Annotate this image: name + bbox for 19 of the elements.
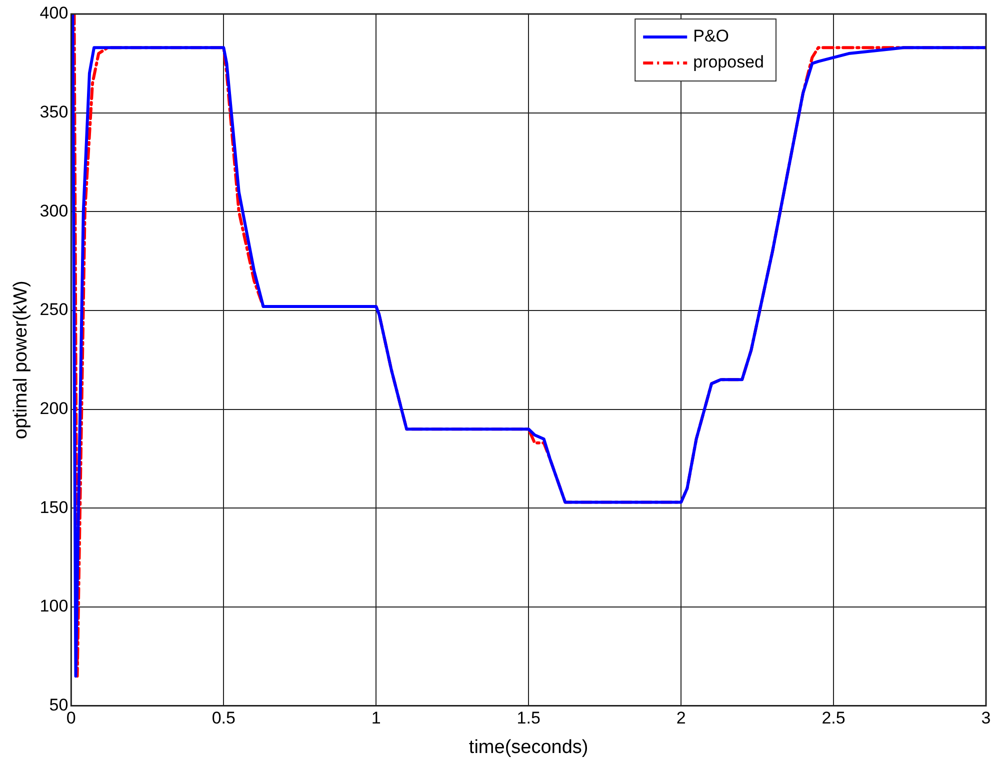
legend-label: P&O [693, 26, 730, 46]
x-axis-title: time(seconds) [468, 736, 588, 758]
y-tick-label: 200 [40, 399, 68, 418]
x-tick-label: 1 [371, 708, 381, 728]
y-tick-label: 350 [40, 102, 68, 122]
legend-label: proposed [693, 52, 764, 72]
y-tick-label: 250 [40, 300, 68, 320]
x-tick-label: 0 [66, 708, 76, 728]
y-tick-label: 400 [40, 4, 68, 23]
y-tick-label: 100 [40, 596, 68, 616]
y-tick-label: 300 [40, 201, 68, 220]
x-tick-label: 2.5 [822, 708, 846, 728]
y-axis-title: optimal power(kW) [10, 280, 32, 440]
x-tick-label: 3 [981, 708, 991, 728]
y-tick-label: 50 [49, 695, 68, 714]
x-tick-label: 2 [676, 708, 686, 728]
y-tick-label: 150 [40, 498, 68, 517]
x-tick-label: 1.5 [516, 708, 540, 728]
x-tick-label: 0.5 [212, 708, 236, 728]
